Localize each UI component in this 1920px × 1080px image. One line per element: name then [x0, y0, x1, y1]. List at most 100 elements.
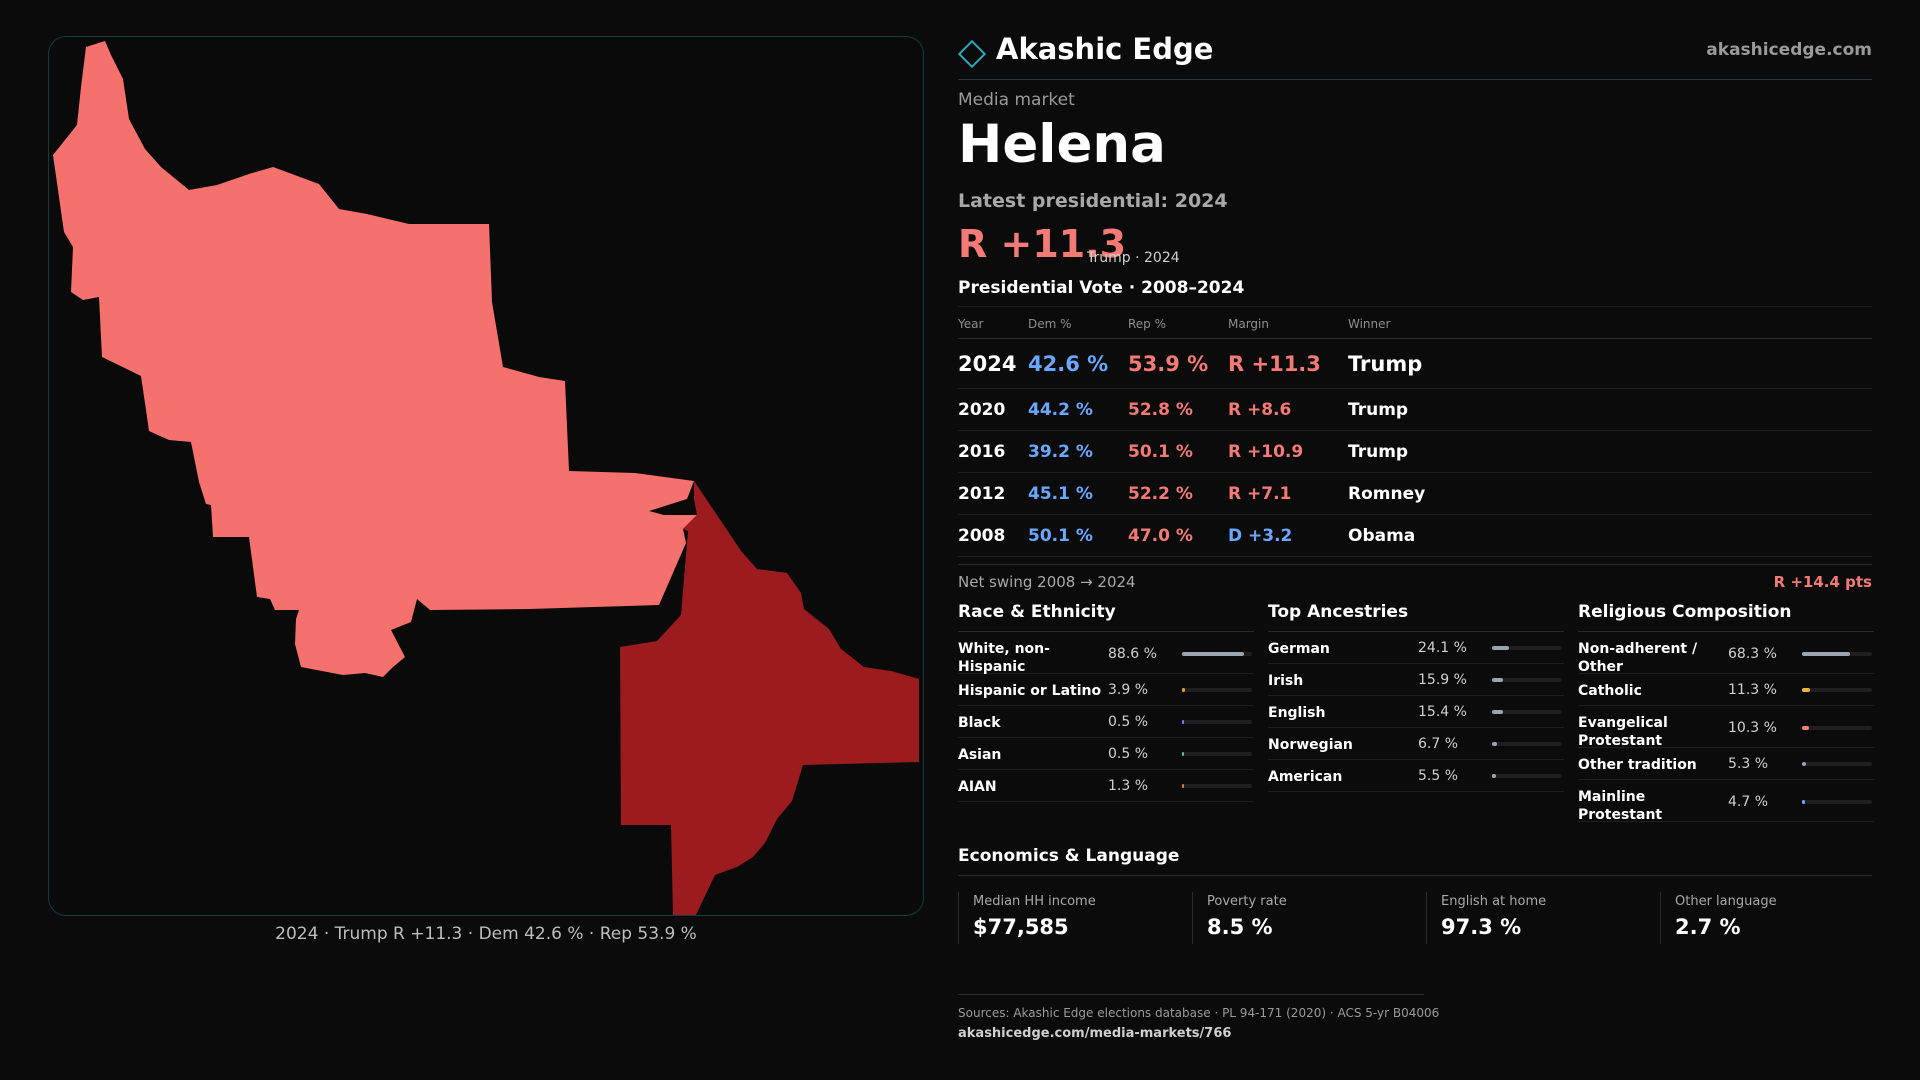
econ-label: Other language — [1675, 894, 1777, 909]
vote-table: Year Dem % Rep % Margin Winner 2024 42.6… — [958, 306, 1872, 557]
page-title: Helena — [958, 114, 1166, 175]
demo-label: American — [1268, 769, 1343, 785]
row-margin: R +10.9 — [1228, 442, 1304, 462]
row-dem: 39.2 % — [1028, 442, 1093, 462]
demo-bar-fill — [1182, 784, 1184, 788]
demo-value: 0.5 % — [1108, 714, 1149, 730]
religion-panel: Religious Composition Non-adherent / Oth… — [1578, 602, 1874, 823]
demo-bar-track — [1802, 726, 1872, 730]
demo-bar-track — [1182, 752, 1252, 756]
demo-value: 15.9 % — [1418, 672, 1467, 688]
row-margin: D +3.2 — [1228, 526, 1293, 546]
demo-row: AIAN 1.3 % — [958, 770, 1254, 802]
race-ethnicity-panel: Race & Ethnicity White, non-Hispanic 88.6… — [958, 602, 1254, 802]
demo-value: 88.6 % — [1108, 646, 1157, 662]
map-caption: 2024 · Trump R +11.3 · Dem 42.6 % · Rep … — [275, 924, 697, 944]
brand-url-link[interactable]: akashicedge.com — [1706, 40, 1872, 60]
demo-bar-fill — [1802, 800, 1806, 804]
demo-label: Catholic — [1578, 683, 1642, 699]
demo-value: 4.7 % — [1728, 794, 1769, 810]
demo-row: Evangelical Protestant 10.3 % — [1578, 706, 1874, 749]
demo-value: 3.9 % — [1108, 682, 1149, 698]
row-year: 2016 — [958, 442, 1006, 462]
row-rep: 53.9 % — [1128, 352, 1209, 376]
headline-margin-note: Trump · 2024 — [1087, 250, 1180, 266]
demo-row: White, non-Hispanic 88.6 % — [958, 632, 1254, 675]
county-southeast[interactable] — [620, 481, 919, 916]
row-year: 2024 — [958, 352, 1017, 376]
econ-value: 8.5 % — [1207, 915, 1273, 939]
row-winner: Trump — [1348, 442, 1409, 462]
row-dem: 50.1 % — [1028, 526, 1093, 546]
demo-bar-track — [1802, 800, 1872, 804]
econ-label: Poverty rate — [1207, 894, 1287, 909]
ancestry-title: Top Ancestries — [1268, 602, 1564, 632]
demo-label: Irish — [1268, 673, 1304, 689]
sources-divider — [958, 994, 1424, 995]
race-title: Race & Ethnicity — [958, 602, 1254, 632]
net-swing: Net swing 2008 → 2024 R +14.4 pts — [958, 564, 1872, 594]
row-year: 2012 — [958, 484, 1006, 504]
demo-bar-track — [1182, 688, 1252, 692]
demo-bar-track — [1492, 678, 1562, 682]
demo-bar-fill — [1182, 652, 1245, 656]
religion-title: Religious Composition — [1578, 602, 1874, 632]
sources-text: Sources: Akashic Edge elections database… — [958, 1006, 1440, 1020]
demo-bar-fill — [1182, 720, 1184, 724]
demo-bar-fill — [1492, 742, 1497, 746]
demo-bar-track — [1492, 742, 1562, 746]
demo-row: Non-adherent / Other 68.3 % — [1578, 632, 1874, 675]
map-panel — [48, 36, 924, 916]
demo-row: Other tradition 5.3 % — [1578, 748, 1874, 780]
row-margin: R +8.6 — [1228, 400, 1292, 420]
votes-title: Presidential Vote · 2008–2024 — [958, 278, 1245, 298]
market-kicker: Media market — [958, 90, 1075, 110]
demo-row: Norwegian 6.7 % — [1268, 728, 1564, 760]
demo-label: Other tradition — [1578, 757, 1697, 773]
demo-row: Black 0.5 % — [958, 706, 1254, 738]
econ-value: 97.3 % — [1441, 915, 1522, 939]
ancestry-panel: Top Ancestries German 24.1 % Irish 15.9 % En… — [1268, 602, 1564, 792]
col-year: Year — [958, 317, 984, 331]
demo-row: American 5.5 % — [1268, 760, 1564, 792]
demo-label: Non-adherent / Other — [1578, 641, 1698, 675]
row-winner: Trump — [1348, 352, 1423, 376]
demo-row: Mainline Protestant 4.7 % — [1578, 780, 1874, 823]
row-margin: R +7.1 — [1228, 484, 1292, 504]
table-row: 2008 50.1 % 47.0 % D +3.2 Obama — [958, 515, 1872, 557]
demo-bar-fill — [1182, 752, 1184, 756]
demo-value: 68.3 % — [1728, 646, 1777, 662]
diamond-logo-icon — [957, 39, 987, 69]
col-rep: Rep % — [1128, 317, 1167, 331]
headline-margin: R +11.3 — [958, 222, 1127, 266]
demo-row: Irish 15.9 % — [1268, 664, 1564, 696]
econ-other-language: Other language 2.7 % — [1660, 892, 1890, 944]
county-northwest[interactable] — [53, 41, 697, 677]
demo-label: English — [1268, 705, 1326, 721]
econ-value: 2.7 % — [1675, 915, 1741, 939]
demo-bar-track — [1182, 720, 1252, 724]
demo-bar-fill — [1802, 652, 1850, 656]
demo-bar-track — [1492, 646, 1562, 650]
row-year: 2020 — [958, 400, 1006, 420]
row-winner: Trump — [1348, 400, 1409, 420]
col-dem: Dem % — [1028, 317, 1072, 331]
demo-value: 5.3 % — [1728, 756, 1769, 772]
econ-income: Median HH income $77,585 — [958, 892, 1188, 944]
demo-label: AIAN — [958, 779, 997, 795]
demo-bar-track — [1802, 652, 1872, 656]
demo-label: White, non-Hispanic — [958, 641, 1050, 675]
econ-label: Median HH income — [973, 894, 1096, 909]
col-margin: Margin — [1228, 317, 1269, 331]
economics-title: Economics & Language — [958, 846, 1872, 876]
demo-bar-fill — [1802, 726, 1810, 730]
demo-bar-fill — [1492, 710, 1503, 714]
row-dem: 45.1 % — [1028, 484, 1093, 504]
row-dem: 42.6 % — [1028, 352, 1109, 376]
row-margin: R +11.3 — [1228, 352, 1321, 376]
row-dem: 44.2 % — [1028, 400, 1093, 420]
demo-row: Asian 0.5 % — [958, 738, 1254, 770]
sources-url-link[interactable]: akashicedge.com/media-markets/766 — [958, 1026, 1232, 1041]
net-swing-value: R +14.4 pts — [1773, 573, 1872, 591]
demo-bar-track — [1492, 710, 1562, 714]
